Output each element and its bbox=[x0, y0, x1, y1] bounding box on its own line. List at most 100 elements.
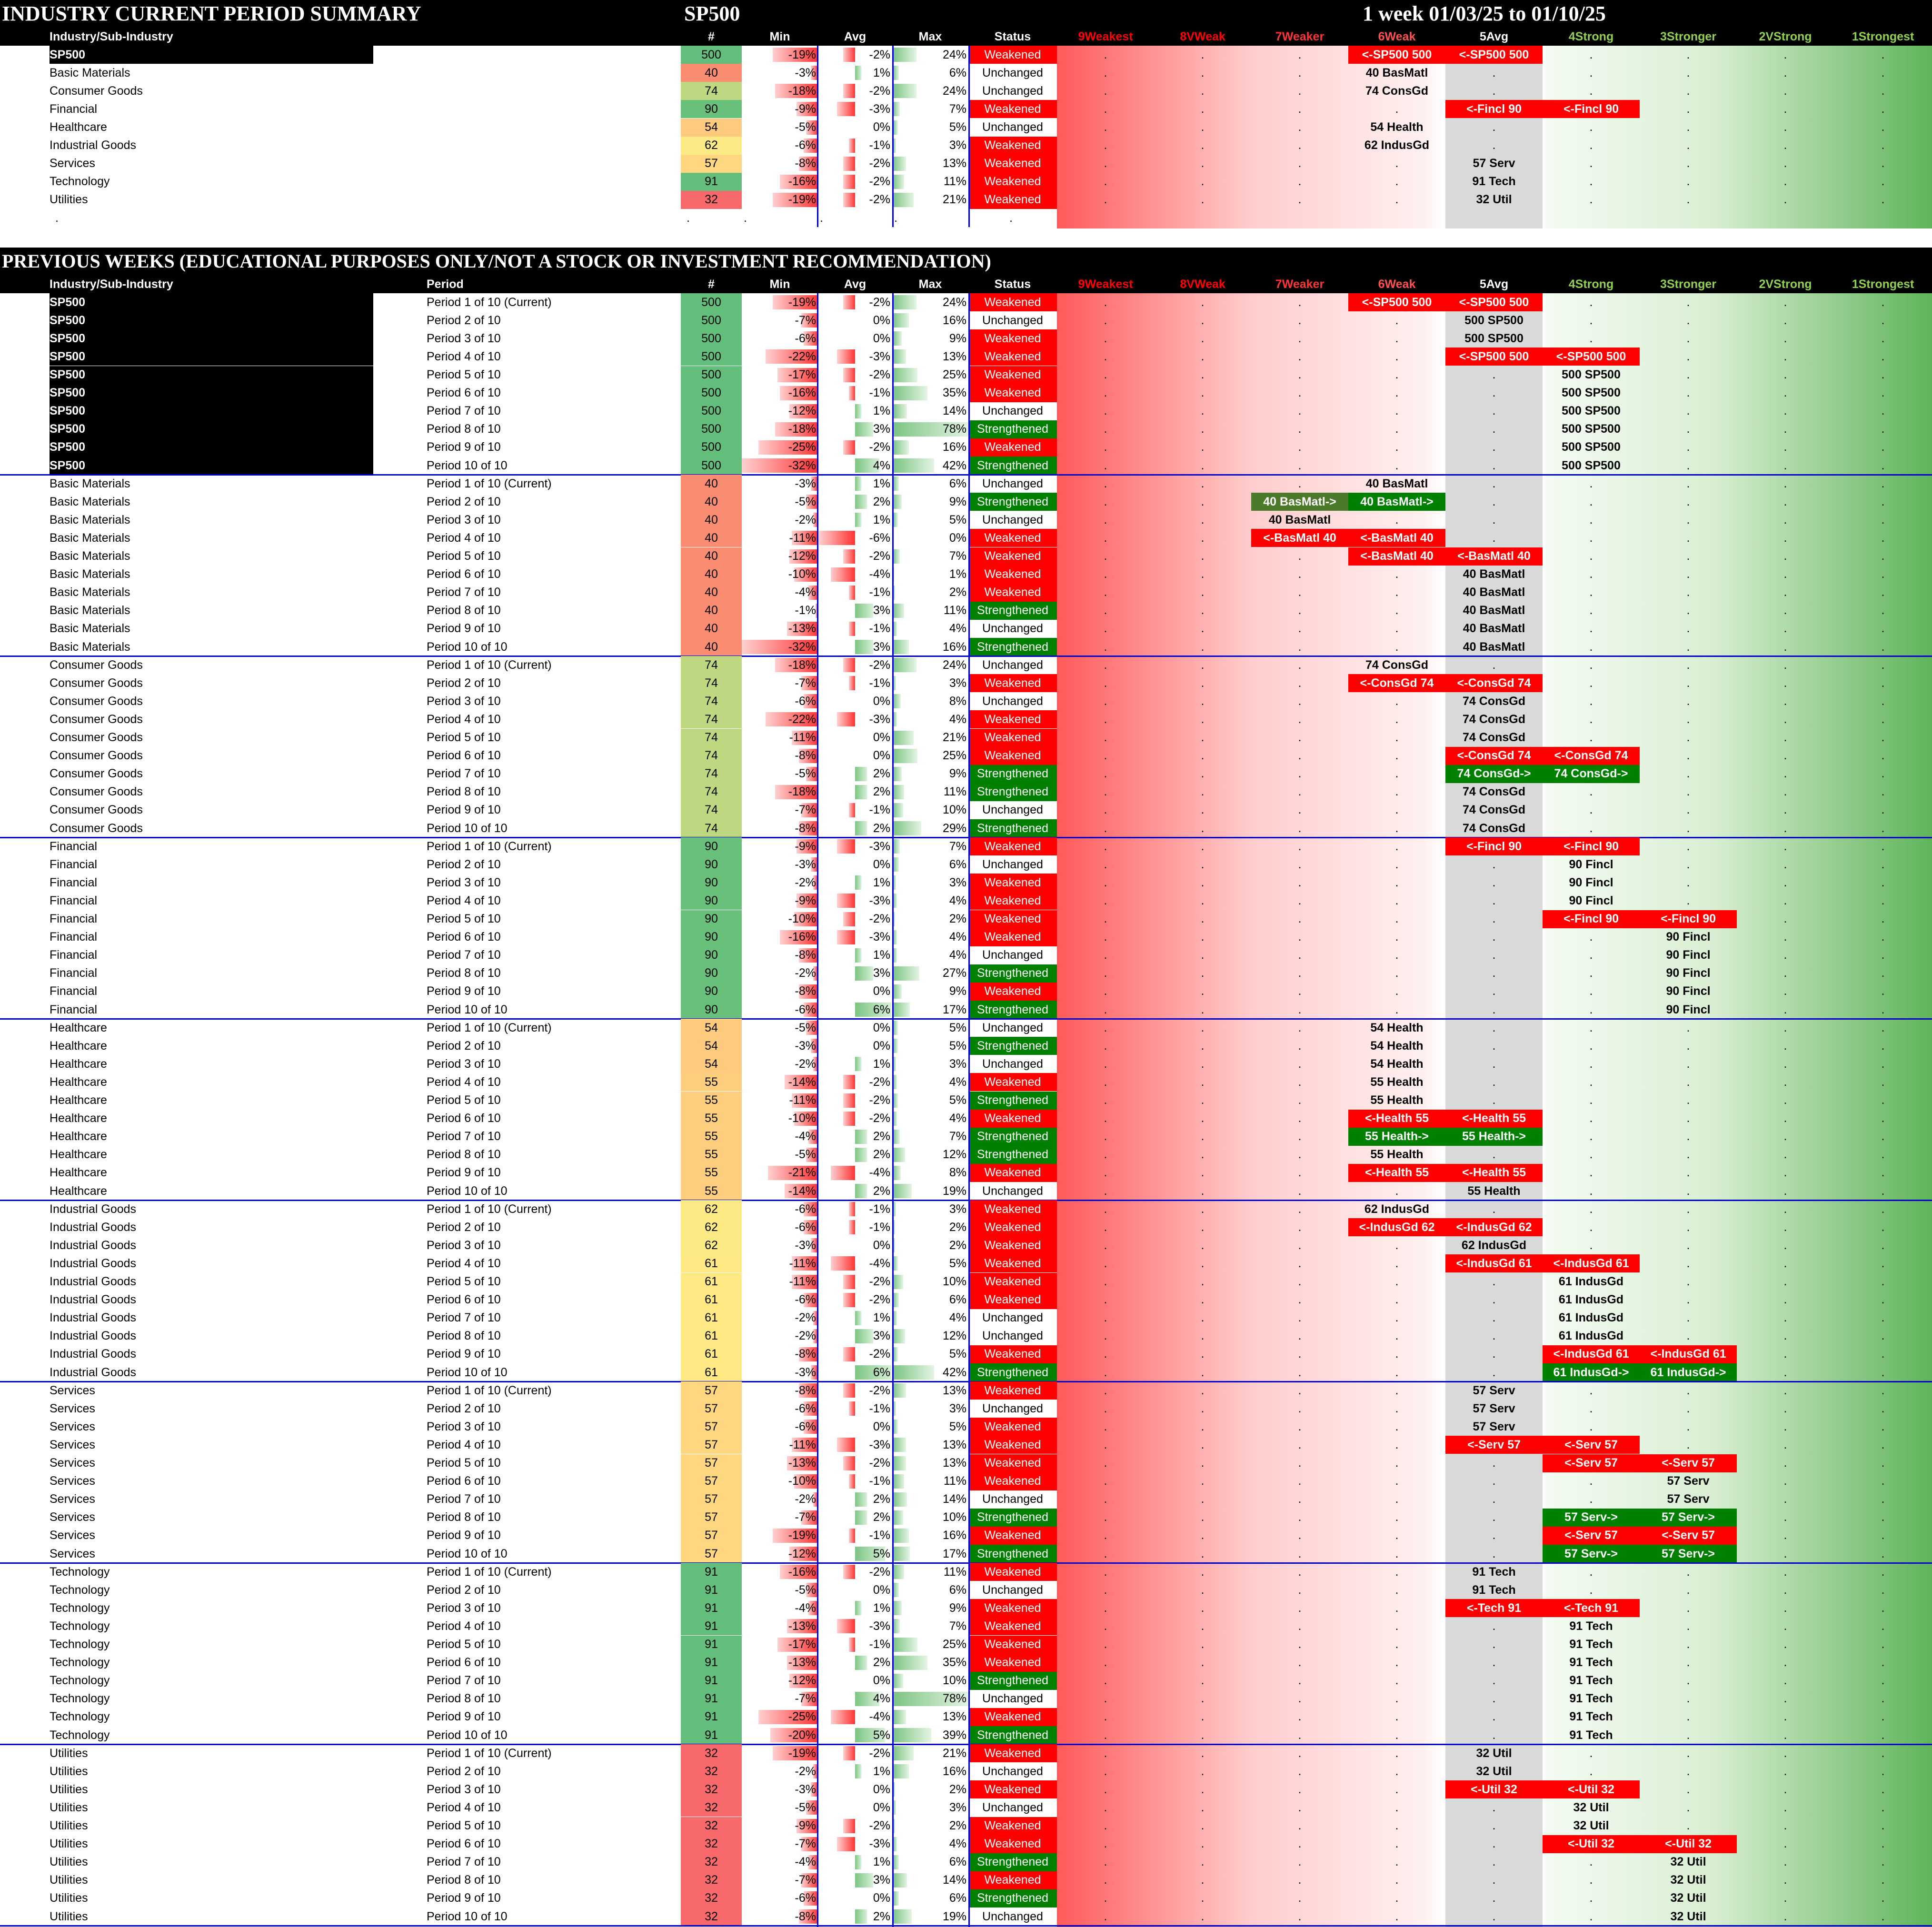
avg-bar bbox=[843, 1075, 855, 1090]
min-value: -19% bbox=[788, 1746, 816, 1760]
zone-dot: . bbox=[1686, 513, 1690, 526]
avg-value: 2% bbox=[873, 785, 890, 799]
zone-marker-4: <-ConsGd 74 bbox=[1543, 746, 1640, 765]
period-label: Period 2 of 10 bbox=[427, 857, 501, 871]
zone-dot: . bbox=[1783, 120, 1787, 134]
zone-dot: . bbox=[1686, 803, 1690, 817]
zone-marker-5: <-Serv 57 bbox=[1445, 1436, 1543, 1454]
zone-dot: . bbox=[1395, 1420, 1399, 1433]
min-value: -8% bbox=[795, 984, 816, 998]
max-value: 7% bbox=[949, 839, 966, 853]
table-row: Industrial Goods Period 6 of 10 61 -6% -2% 6%… bbox=[0, 1291, 1932, 1309]
zone-dot: . bbox=[1881, 676, 1885, 690]
avg-value: -1% bbox=[869, 1529, 890, 1542]
avg-bar bbox=[855, 875, 861, 890]
zone-dot: . bbox=[1395, 458, 1399, 472]
zone-dot: . bbox=[1201, 331, 1205, 345]
industry-name: Industrial Goods bbox=[50, 1275, 137, 1289]
max-value: 0% bbox=[949, 531, 966, 545]
zone-dot: . bbox=[1104, 1619, 1107, 1633]
zone-dot: . bbox=[1783, 458, 1787, 472]
industry-name: Financial bbox=[50, 912, 98, 926]
zone-marker-4: <-Fincl 90 bbox=[1543, 100, 1640, 119]
count-value: 40 bbox=[681, 529, 742, 547]
min-bar bbox=[787, 1619, 818, 1634]
industry-name: Healthcare bbox=[50, 1166, 107, 1180]
status-badge: Unchanged bbox=[982, 477, 1043, 490]
industry-name: Basic Materials bbox=[50, 66, 130, 79]
period-label: Period 1 of 10 (Current) bbox=[427, 1565, 552, 1579]
zone-dot: . bbox=[1104, 102, 1107, 116]
zone-dot: . bbox=[1492, 857, 1496, 871]
zone-dot: . bbox=[1395, 1601, 1399, 1615]
avg-bar bbox=[837, 1619, 855, 1634]
min-bar bbox=[777, 1637, 818, 1652]
max-value: 3% bbox=[949, 1800, 966, 1814]
max-bar bbox=[893, 84, 917, 99]
zone-dot: . bbox=[1783, 803, 1787, 817]
zone-dot: . bbox=[1686, 1148, 1690, 1162]
zone-dot: . bbox=[1395, 1456, 1399, 1470]
industry-name: Services bbox=[50, 1383, 95, 1397]
count-value: 90 bbox=[681, 1001, 742, 1019]
zone-marker-4: 57 Serv-> bbox=[1543, 1508, 1640, 1527]
count-value: 90 bbox=[681, 964, 742, 983]
zone-dot: . bbox=[1104, 1347, 1107, 1361]
zone-dot: . bbox=[1298, 295, 1302, 309]
status-badge: Strengthened bbox=[968, 1726, 1057, 1745]
max-value: 14% bbox=[942, 404, 966, 418]
zone-dot: . bbox=[1104, 622, 1107, 636]
zone-dot: . bbox=[1104, 422, 1107, 436]
max-value: 24% bbox=[942, 658, 966, 672]
status-badge: Weakened bbox=[968, 1200, 1057, 1219]
period-label: Period 9 of 10 bbox=[427, 1529, 501, 1542]
avg-bar bbox=[837, 349, 855, 364]
zone-dot: . bbox=[1783, 1238, 1787, 1252]
zone-dot: . bbox=[1881, 1238, 1885, 1252]
zone-dot: . bbox=[1881, 658, 1885, 672]
zone-dot: . bbox=[1104, 549, 1107, 563]
table-row: Financial Period 10 of 10 90 -6% 6% 17% Streng… bbox=[0, 1001, 1932, 1019]
zone-dot: . bbox=[1589, 1130, 1593, 1143]
industry-name: Consumer Goods bbox=[50, 658, 143, 672]
min-value: -20% bbox=[788, 1728, 816, 1742]
count-value: 57 bbox=[681, 1418, 742, 1436]
zone-dot: . bbox=[1686, 1075, 1690, 1089]
max-bar bbox=[893, 1075, 897, 1090]
max-bar bbox=[893, 1311, 897, 1325]
zone-dot: . bbox=[1492, 1275, 1496, 1289]
zone-dot: . bbox=[1589, 295, 1593, 309]
zone-marker-3: <-Util 32 bbox=[1640, 1835, 1737, 1853]
count-value: 61 bbox=[681, 1291, 742, 1309]
zone-dot: . bbox=[1881, 1456, 1885, 1470]
zone-dot: . bbox=[1201, 1619, 1205, 1633]
zone-dot: . bbox=[1104, 1510, 1107, 1524]
min-value: -16% bbox=[788, 175, 816, 189]
zone-dot: . bbox=[1589, 1420, 1593, 1433]
avg-value: -2% bbox=[869, 1275, 890, 1289]
table-row: Industrial Goods 62 -6% -1% 3% Weakened... 62 … bbox=[0, 136, 1932, 155]
zone-dot: . bbox=[1492, 66, 1496, 79]
period-label: Period 5 of 10 bbox=[427, 549, 501, 563]
avg-bar bbox=[843, 549, 855, 564]
zone-dot: . bbox=[1492, 1656, 1496, 1669]
industry-name: Healthcare bbox=[50, 1112, 107, 1125]
table-row: Technology Period 3 of 10 91 -4% 1% 9% Weakene… bbox=[0, 1599, 1932, 1618]
table-row: Technology Period 6 of 10 91 -13% 2% 35% Weake… bbox=[0, 1653, 1932, 1672]
status-badge: Unchanged bbox=[982, 404, 1043, 418]
zone-dot: . bbox=[1104, 1039, 1107, 1053]
zone-dot: . bbox=[1783, 1401, 1787, 1415]
zone-dot: . bbox=[1686, 894, 1690, 907]
zone-dot: . bbox=[1686, 175, 1690, 189]
status-badge: Weakened bbox=[968, 172, 1057, 191]
zone-dot: . bbox=[1201, 1656, 1205, 1669]
zone-dot: . bbox=[1298, 1039, 1302, 1053]
period-label: Period 7 of 10 bbox=[427, 1674, 501, 1688]
zone-dot: . bbox=[1881, 1438, 1885, 1451]
zone-dot: . bbox=[1104, 731, 1107, 745]
zone-dot: . bbox=[1298, 1547, 1302, 1560]
status-badge: Unchanged bbox=[982, 694, 1043, 708]
zone-dot: . bbox=[1201, 1674, 1205, 1688]
count-value: 91 bbox=[681, 1635, 742, 1654]
avg-bar bbox=[849, 1220, 855, 1235]
